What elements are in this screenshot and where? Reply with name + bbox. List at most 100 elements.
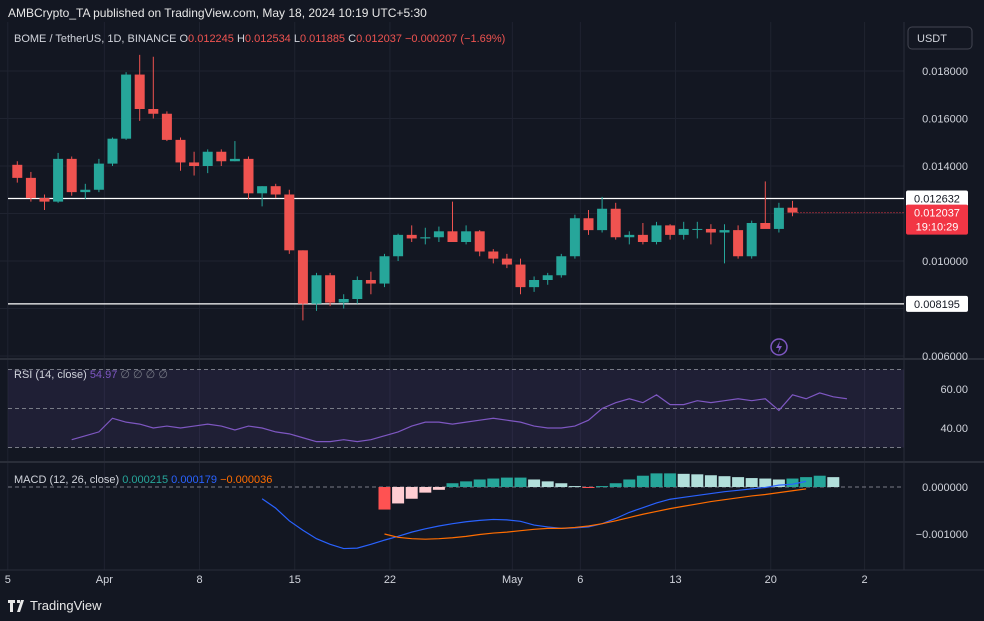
rsi-legend-name: RSI (14, close) xyxy=(14,369,90,381)
candle-body xyxy=(39,198,50,202)
candle-body xyxy=(93,163,104,190)
macd-histogram-bar xyxy=(419,487,432,493)
time-tick-label: Apr xyxy=(96,574,113,586)
macd-signal-line xyxy=(384,488,807,540)
legend-part: −0.000207 (−1.69%) xyxy=(405,33,505,45)
chart-labels: BOME / TetherUS, 1D, BINANCE O0.012245 H… xyxy=(14,33,788,486)
candle-body xyxy=(569,218,580,257)
candle-body xyxy=(325,275,336,303)
candle-body xyxy=(80,189,91,193)
price-tick-label: 0.016000 xyxy=(922,114,968,126)
candle-body xyxy=(25,177,36,199)
candle-body xyxy=(474,231,485,252)
legend-part: 0.011885 xyxy=(300,33,348,45)
macd-histogram-bar xyxy=(528,479,541,487)
candle-body xyxy=(121,74,132,139)
candle-body xyxy=(610,208,621,238)
macd-histogram-bar xyxy=(745,478,758,487)
currency-button[interactable] xyxy=(907,26,973,50)
countdown-label: 19:10:29 xyxy=(916,222,959,234)
panel-borders xyxy=(0,22,984,571)
macd-histogram-bar xyxy=(541,481,554,487)
rsi-tick-label: 60.00 xyxy=(940,384,968,396)
candle-body xyxy=(787,207,798,213)
time-tick-label: 20 xyxy=(765,574,777,586)
candle-body xyxy=(216,151,227,162)
macd-histogram-bar xyxy=(392,487,405,504)
tradingview-logo-icon xyxy=(8,599,24,612)
footer-brand-text: TradingView xyxy=(30,598,102,613)
candle-body xyxy=(488,251,499,259)
candle-body xyxy=(107,138,118,164)
macd-histogram-bar xyxy=(691,474,704,487)
candle-body xyxy=(53,158,64,202)
candle-body xyxy=(406,234,417,239)
currency-button-label: USDT xyxy=(917,33,947,45)
candle-body xyxy=(257,186,268,194)
candle-body xyxy=(637,234,648,242)
level-price-tag xyxy=(906,295,968,312)
time-tick-label: 5 xyxy=(5,574,11,586)
macd-histogram-bar xyxy=(378,487,391,510)
candlestick-series xyxy=(12,54,798,321)
rsi-legend-value: 54.97 xyxy=(90,369,121,381)
candle-body xyxy=(515,264,526,288)
horizontal-lines xyxy=(8,197,904,305)
price-tick-label: 0.010000 xyxy=(922,256,968,268)
candle-body xyxy=(270,186,281,195)
macd-histogram-bar xyxy=(732,477,745,487)
macd-histogram-bar xyxy=(460,481,473,487)
candle-body xyxy=(678,228,689,235)
candle-body xyxy=(229,158,240,162)
macd-histogram-bar xyxy=(446,483,459,487)
legend-part: 0.012534 xyxy=(245,33,294,45)
macd-histogram-bar xyxy=(473,479,486,487)
macd-histogram-bar xyxy=(623,479,636,487)
candle-body xyxy=(556,256,567,276)
candle-body xyxy=(760,223,771,229)
time-tick-label: 6 xyxy=(577,574,583,586)
candle-body xyxy=(161,113,172,140)
candle-body xyxy=(338,299,349,303)
candle-body xyxy=(134,74,145,109)
candle-body xyxy=(583,218,594,231)
candle-body xyxy=(284,194,295,251)
level-price-tag xyxy=(906,190,968,207)
candle-body xyxy=(746,223,757,257)
macd-histogram-bar xyxy=(609,483,622,487)
rsi-line xyxy=(71,392,847,443)
candle-body xyxy=(202,151,213,166)
last-price-tag xyxy=(906,204,968,235)
macd-histogram-bar xyxy=(555,483,568,487)
lightning-icon[interactable] xyxy=(770,338,788,356)
candle-body xyxy=(597,208,608,231)
time-tick-label: 8 xyxy=(196,574,202,586)
symbol-legend: BOME / TetherUS, 1D, BINANCE O0.012245 H… xyxy=(14,33,505,45)
macd-histogram-bar xyxy=(650,473,663,487)
macd-histogram-bar xyxy=(827,477,840,487)
candle-body xyxy=(66,158,77,193)
macd-histogram-bar xyxy=(759,478,772,487)
candle-body xyxy=(447,231,458,242)
legend-part: C xyxy=(348,33,356,45)
macd-histogram-bar xyxy=(772,479,785,487)
candle-body xyxy=(705,228,716,233)
price-tick-label: 0.006000 xyxy=(922,351,968,363)
macd-histogram-bar xyxy=(704,475,717,487)
price-tick-label: 0.014000 xyxy=(922,161,968,173)
macd-histogram-bar xyxy=(596,486,609,488)
time-tick-label: 13 xyxy=(669,574,681,586)
legend-part: 0.012245 xyxy=(188,33,237,45)
macd-histogram-bar xyxy=(514,477,527,487)
chart-area[interactable]: 0.018000 0.016000 0.014000 0.010000 0.006000… xyxy=(0,22,984,598)
candle-body xyxy=(692,228,703,230)
legend-part: L xyxy=(294,33,300,45)
macd-histogram-bar xyxy=(582,487,595,488)
candle-body xyxy=(148,109,159,114)
candle-body xyxy=(461,231,472,242)
candle-body xyxy=(352,280,363,299)
candle-body xyxy=(379,256,390,284)
candle-body xyxy=(719,230,730,233)
last-price-label: 0.012037 xyxy=(914,208,960,220)
time-tick-label: 15 xyxy=(289,574,301,586)
